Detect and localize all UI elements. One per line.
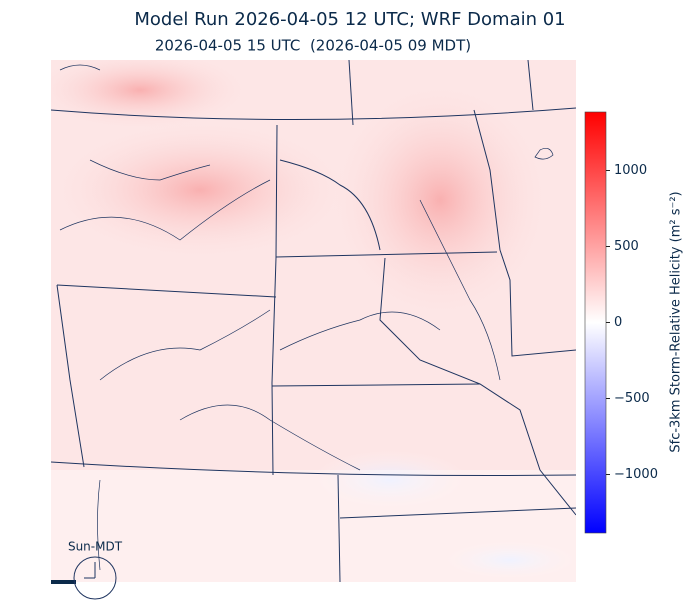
colorbar-label: Sfc-3km Storm-Relative Helicity (m² s⁻²) [669, 191, 684, 452]
colorbar-tick-label: −500 [614, 391, 650, 406]
colorbar-scale [584, 111, 607, 534]
title: Model Run 2026-04-05 12 UTC; WRF Domain … [134, 9, 565, 30]
colorbar: 1000 500 0 −500 −1000 [584, 111, 658, 534]
colorbar-tick-label: −1000 [614, 467, 658, 482]
map [51, 60, 576, 582]
clock-label: Sun-MDT [68, 540, 123, 554]
subtitle: 2026-04-05 15 UTC (2026-04-05 09 MDT) [155, 37, 471, 55]
clock [73, 556, 117, 600]
colorbar-tick-label: 1000 [614, 163, 647, 178]
colorbar-tick-label: 0 [614, 315, 622, 330]
colorbar-tick-label: 500 [614, 239, 639, 254]
